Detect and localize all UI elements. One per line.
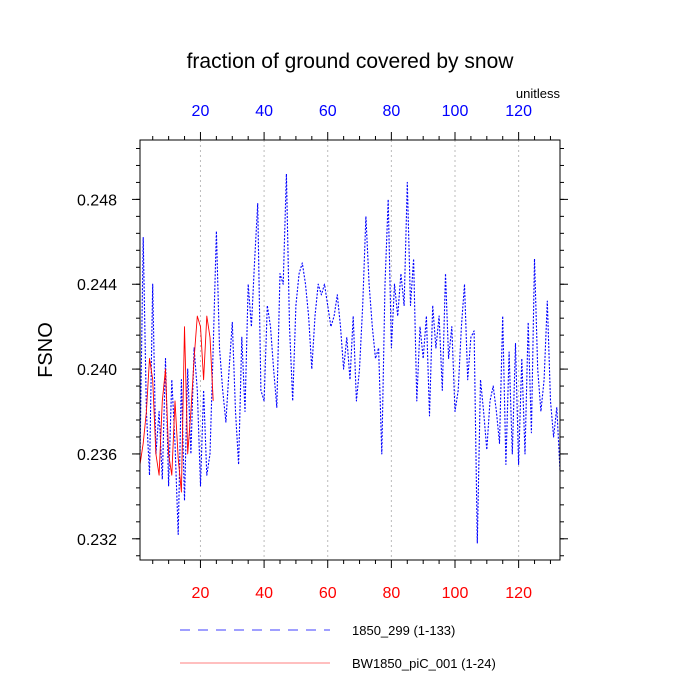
series-line-bw1850-pic-001: [139, 315, 214, 493]
x-tick-label-top-20: 20: [192, 103, 210, 120]
x-tick-label-bottom-100: 100: [442, 585, 469, 602]
legend-label-1850-299: 1850_299 (1-133): [352, 623, 455, 638]
plot-frame: [139, 139, 561, 561]
y-tick-label-0.248: 0.248: [77, 192, 117, 209]
units-label: unitless: [516, 86, 561, 101]
x-tick-label-top-80: 80: [382, 103, 400, 120]
x-tick-label-bottom-20: 20: [192, 585, 210, 602]
y-axis-label: FSNO: [35, 322, 57, 378]
y-tick-label-0.236: 0.236: [77, 447, 117, 464]
x-tick-label-top-120: 120: [505, 103, 532, 120]
series-line-1850-299: [139, 173, 561, 544]
x-tick-label-top-60: 60: [319, 103, 337, 120]
legend-label-bw1850-pic-001: BW1850_piC_001 (1-24): [352, 656, 496, 671]
tick-labels: 20 20 40 40 60 60 80 80 100 100 120 120 0.232 0.236 0.…: [77, 103, 532, 602]
x-tick-label-top-100: 100: [442, 103, 469, 120]
y-tick-label-0.244: 0.244: [77, 277, 117, 294]
series-lines: [139, 173, 561, 544]
y-tick-label-0.240: 0.240: [77, 362, 117, 379]
x-tick-label-bottom-60: 60: [319, 585, 337, 602]
grid: [199, 140, 520, 560]
x-tick-label-bottom-80: 80: [382, 585, 400, 602]
x-tick-label-top-40: 40: [255, 103, 273, 120]
y-tick-label-0.232: 0.232: [77, 532, 117, 549]
legend: 1850_299 (1-133) BW1850_piC_001 (1-24): [180, 623, 496, 671]
x-tick-label-bottom-40: 40: [255, 585, 273, 602]
chart-title: fraction of ground covered by snow: [187, 50, 515, 73]
axis-ticks: [132, 132, 568, 568]
x-tick-label-bottom-120: 120: [505, 585, 532, 602]
